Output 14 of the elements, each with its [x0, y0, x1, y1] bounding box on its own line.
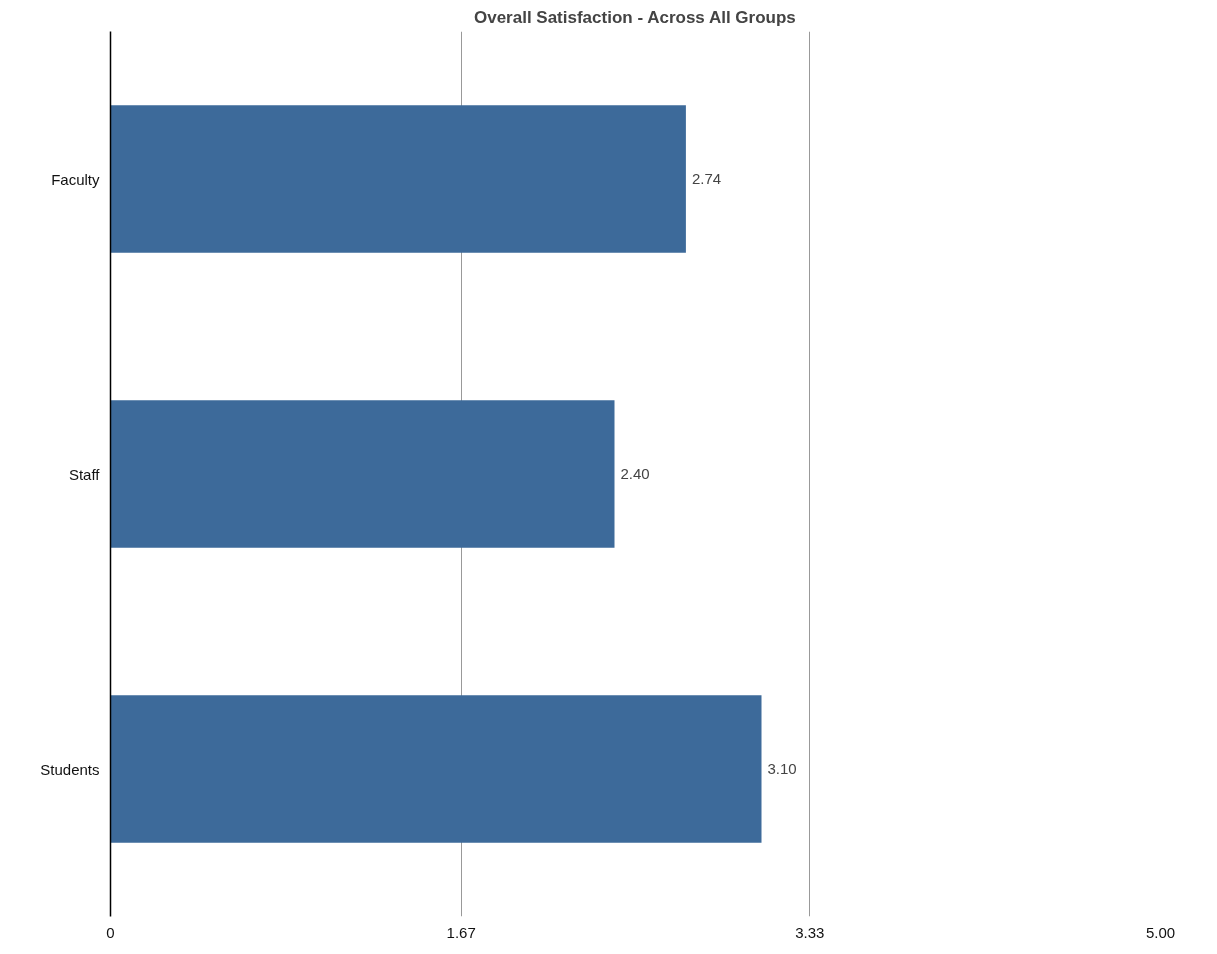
- y-tick-label: Faculty: [51, 170, 100, 188]
- bar: [110, 105, 686, 253]
- data-label: 2.74: [691, 170, 722, 187]
- y-tick-label: Staff: [68, 465, 101, 483]
- bar: [110, 400, 615, 548]
- bar: [110, 695, 762, 843]
- x-tick-label: 3.33: [795, 923, 825, 941]
- y-tick-label: Students: [40, 760, 100, 778]
- chart-title: Overall Satisfaction - Across All Groups: [473, 7, 796, 27]
- x-tick-label: 5.00: [1145, 923, 1176, 941]
- x-tick-label: 0: [106, 923, 115, 941]
- data-label: 3.10: [767, 760, 797, 777]
- data-label: 2.40: [620, 465, 650, 482]
- x-tick-label: 1.67: [446, 923, 476, 941]
